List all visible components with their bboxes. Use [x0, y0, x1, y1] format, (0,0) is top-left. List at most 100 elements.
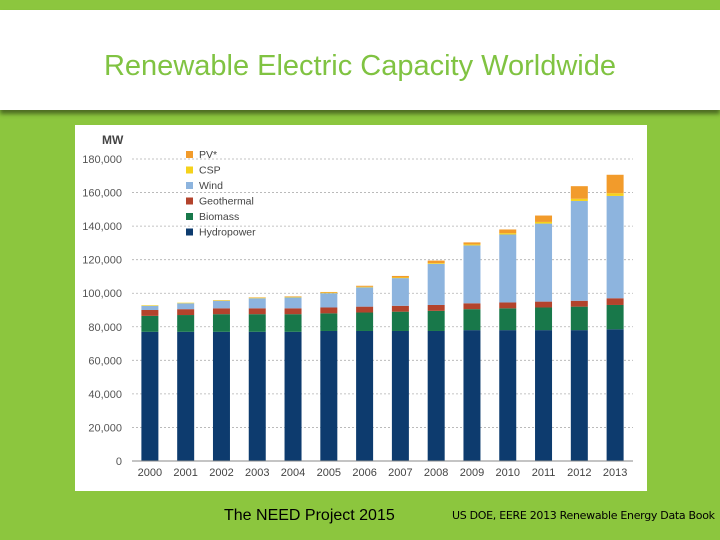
- bar-segment-csp: [606, 193, 624, 196]
- title-band: [0, 10, 720, 110]
- axis-layer: MW 0 20,000 40,000 60,000 80,000 100,000 120,0…: [82, 133, 633, 479]
- bar-segment-csp: [212, 300, 230, 301]
- x-tick-label: 2012: [567, 467, 591, 479]
- bar-segment-geothermal: [570, 300, 588, 307]
- bar-segment-csp: [320, 292, 338, 294]
- x-tick-label: 2006: [352, 467, 376, 479]
- x-tick-label: 2008: [424, 467, 448, 479]
- bar-segment-wind: [499, 234, 517, 303]
- bar-segment-csp: [463, 244, 481, 246]
- stacked-bar-chart: MW 0 20,000 40,000 60,000 80,000 100,000 120,0…: [82, 133, 633, 479]
- bar-segment-pv: [391, 275, 409, 278]
- bar-segment-csp: [356, 286, 374, 288]
- legend-label: Biomass: [199, 211, 239, 223]
- bar-segment-csp: [427, 263, 445, 264]
- bar-segment-hydropower: [248, 331, 266, 461]
- bar-segment-biomass: [141, 315, 159, 332]
- bar-segment-pv: [499, 229, 517, 234]
- bar-segment-hydropower: [535, 330, 553, 461]
- y-tick-label: 100,000: [82, 288, 122, 300]
- bar-segment-pv: [284, 296, 302, 297]
- y-tick-label: 180,000: [82, 154, 122, 166]
- legend-label: Wind: [199, 180, 223, 192]
- bar-segment-wind: [391, 278, 409, 306]
- bar-segment-biomass: [499, 308, 517, 331]
- bar-segment-csp: [177, 302, 195, 304]
- bar-segment-pv: [535, 215, 553, 222]
- bar-segment-geothermal: [391, 305, 409, 312]
- bar-segment-wind: [248, 298, 266, 309]
- bar-segment-pv: [570, 186, 588, 199]
- x-tick-label: 2011: [532, 467, 556, 479]
- bar-segment-wind: [141, 305, 159, 310]
- bar-segment-biomass: [427, 310, 445, 331]
- bar-segment-biomass: [320, 313, 338, 331]
- bar-segment-biomass: [212, 314, 230, 332]
- bar-segment-wind: [427, 263, 445, 305]
- legend-swatch: [186, 228, 193, 236]
- page-title: Renewable Electric Capacity Worldwide: [103, 50, 617, 82]
- legend-swatch: [186, 166, 193, 174]
- legend-label: Hydropower: [199, 227, 256, 239]
- bar-segment-biomass: [356, 312, 374, 331]
- bar-segment-geothermal: [356, 306, 374, 313]
- legend-label: PV*: [199, 149, 217, 161]
- bar-segment-geothermal: [427, 304, 445, 311]
- bar-segment-geothermal: [284, 308, 302, 315]
- bar-segment-hydropower: [391, 330, 409, 461]
- legend-swatch: [186, 151, 193, 158]
- bar-segment-hydropower: [570, 330, 588, 461]
- bar-segment-geothermal: [499, 302, 517, 309]
- x-tick-label: 2000: [138, 467, 162, 479]
- x-tick-label: 2009: [460, 467, 484, 479]
- bar-segment-geothermal: [177, 309, 195, 316]
- y-tick-label: 60,000: [88, 355, 122, 367]
- y-tick-label: 140,000: [82, 221, 122, 233]
- bar-segment-hydropower: [463, 330, 481, 461]
- bar-segment-pv: [427, 260, 445, 264]
- bar-segment-pv: [356, 285, 374, 287]
- bar-segment-geothermal: [606, 298, 624, 305]
- bar-segment-csp: [391, 277, 409, 279]
- bar-segment-geothermal: [212, 308, 230, 315]
- bar-segment-biomass: [284, 314, 302, 332]
- bar-segment-wind: [320, 293, 338, 308]
- bar-segment-hydropower: [141, 331, 159, 461]
- bar-segment-pv: [463, 242, 481, 245]
- bar-segment-biomass: [535, 307, 553, 331]
- y-tick-label: 40,000: [88, 389, 122, 401]
- bar-segment-biomass: [177, 315, 195, 332]
- legend-swatch: [186, 197, 193, 205]
- bar-segment-biomass: [570, 306, 588, 331]
- bar-segment-hydropower: [212, 331, 230, 461]
- bar-segment-geothermal: [463, 303, 481, 310]
- y-tick-label: 80,000: [88, 322, 122, 334]
- x-tick-label: 2002: [209, 467, 233, 479]
- bar-segment-hydropower: [356, 330, 374, 461]
- bar-segment-wind: [606, 195, 624, 299]
- bar-segment-pv: [606, 174, 624, 194]
- bar-segment-csp: [284, 296, 302, 298]
- bar-segment-geothermal: [320, 307, 338, 314]
- y-tick-label: 20,000: [88, 422, 122, 434]
- footer-credit: The NEED Project 2015: [224, 507, 395, 524]
- x-tick-label: 2003: [245, 467, 269, 479]
- x-tick-label: 2013: [603, 467, 627, 479]
- y-tick-label: 120,000: [82, 255, 122, 267]
- footer-source: US DOE, EERE 2013 Renewable Energy Data …: [452, 509, 715, 522]
- y-axis-label: MW: [102, 133, 124, 147]
- x-tick-label: 2004: [281, 467, 305, 479]
- bar-segment-hydropower: [284, 331, 302, 461]
- bar-segment-biomass: [391, 311, 409, 331]
- bar-segment-wind: [463, 245, 481, 304]
- bar-segment-wind: [284, 297, 302, 309]
- legend-label: Geothermal: [199, 196, 254, 208]
- bar-segment-csp: [535, 221, 553, 224]
- bar-segment-hydropower: [499, 330, 517, 461]
- x-tick-label: 2007: [388, 467, 412, 479]
- bar-segment-csp: [570, 198, 588, 201]
- bar-segment-wind: [212, 300, 230, 309]
- bar-segment-wind: [177, 303, 195, 310]
- bar-segment-pv: [320, 291, 338, 293]
- chart-panel: MW 0 20,000 40,000 60,000 80,000 100,000 120,0…: [75, 125, 647, 491]
